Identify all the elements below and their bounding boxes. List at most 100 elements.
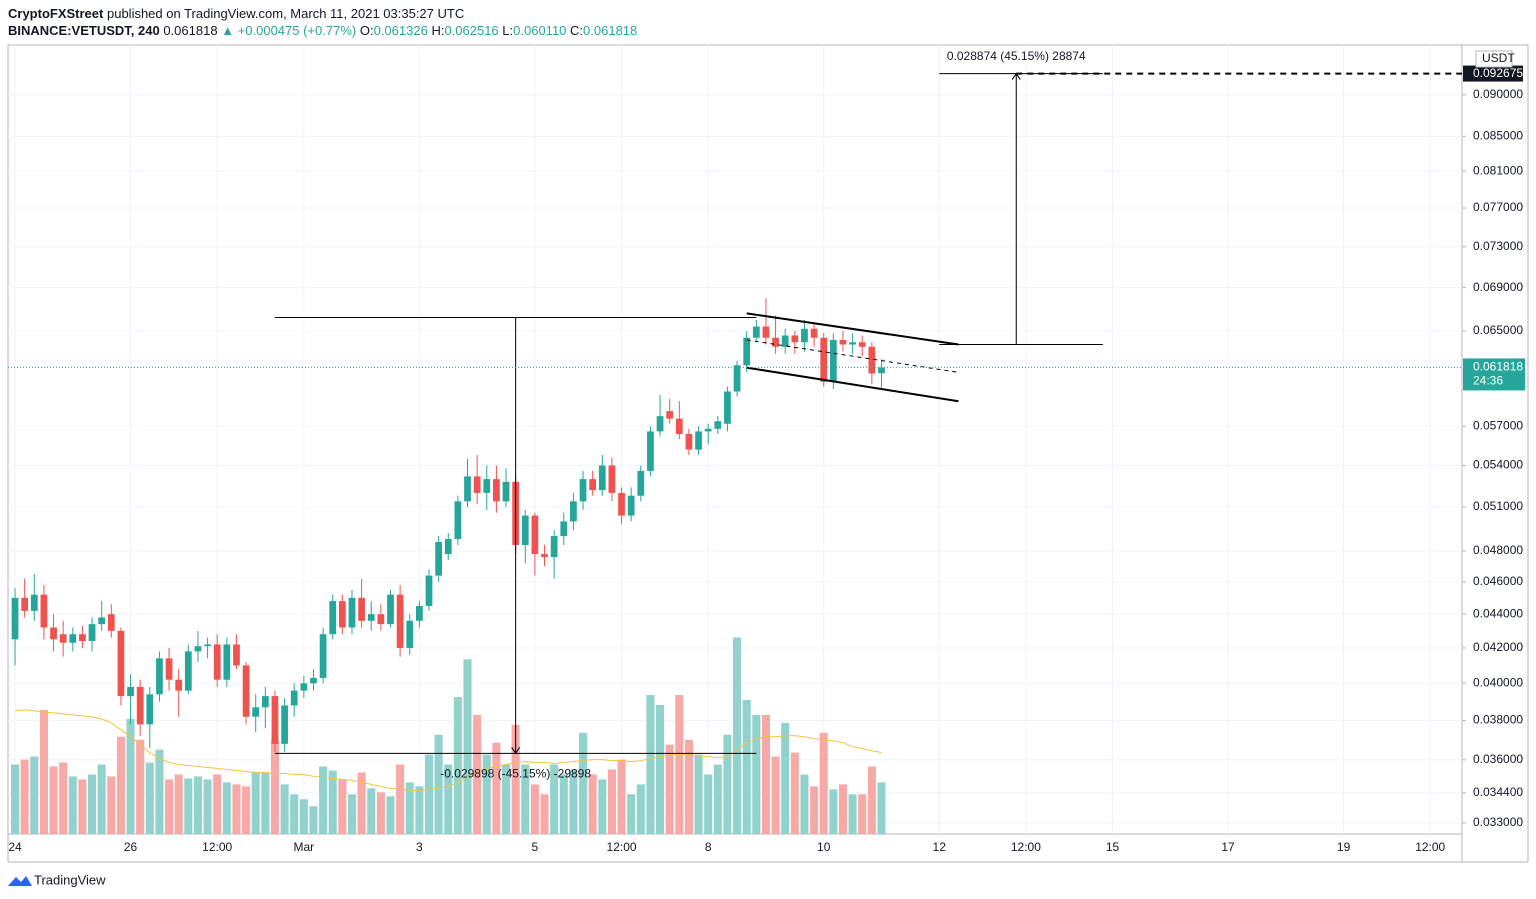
candle-body — [570, 501, 577, 522]
volume-bar — [107, 776, 116, 834]
candle-body — [724, 391, 731, 424]
y-tick-label: 0.036000 — [1473, 752, 1523, 766]
x-tick-label: 15 — [1106, 840, 1120, 854]
volume-bar — [222, 782, 231, 834]
volume-bar — [627, 794, 636, 834]
volume-bar — [675, 695, 684, 834]
y-tick-label: 0.046000 — [1473, 574, 1523, 588]
candle-body — [377, 614, 385, 625]
volume-bar — [578, 732, 588, 834]
volume-bar — [78, 779, 87, 834]
candle-body — [531, 515, 539, 555]
candle-body — [695, 431, 702, 450]
candle-body — [541, 554, 548, 558]
volume-bar — [704, 774, 713, 834]
volume-bar — [646, 695, 655, 834]
candle-body — [406, 620, 414, 648]
candle-body — [329, 601, 337, 635]
candle-body — [242, 665, 250, 717]
volume-bar — [790, 752, 799, 834]
x-tick-label: 10 — [817, 840, 831, 854]
candle-body — [252, 707, 260, 717]
y-axis-label: USDT — [1482, 51, 1515, 65]
volume-bar — [10, 764, 20, 834]
ohlc: O:0.061326 H:0.062516 L:0.060110 C:0.061… — [360, 23, 637, 38]
volume-bar — [684, 739, 693, 834]
volume-bar — [598, 779, 607, 834]
target-label-box — [1463, 65, 1523, 82]
candle-body — [627, 495, 635, 516]
volume-bar — [800, 774, 809, 834]
y-tick-label: 0.073000 — [1473, 239, 1523, 253]
volume-bar — [636, 784, 645, 834]
candle-body — [156, 658, 163, 695]
volume-ma-line — [14, 709, 882, 791]
y-tick-label: 0.042000 — [1473, 640, 1523, 654]
volume-bar — [386, 796, 395, 834]
volume-bar — [877, 782, 886, 834]
candle-body — [493, 479, 500, 502]
volume-bar — [607, 769, 616, 834]
candle-body — [791, 335, 799, 343]
candle-body — [348, 597, 356, 628]
volume-bar — [213, 774, 222, 834]
volume-bar — [482, 754, 491, 834]
y-tick-label: 0.054000 — [1473, 458, 1523, 472]
candle-body — [743, 337, 751, 366]
publisher: CryptoFXStreet — [8, 6, 104, 21]
volume-bar — [819, 732, 828, 834]
last: 0.061818 — [163, 23, 218, 38]
volume-bar — [415, 786, 424, 834]
candle-body — [464, 476, 471, 502]
volume-bar — [328, 770, 337, 834]
candle-body — [435, 541, 442, 576]
candle-body — [338, 601, 346, 628]
volume-bar — [434, 734, 443, 834]
volume-bar — [165, 779, 174, 834]
measure-label: -0.029898 (-45.15%) -29898 — [440, 766, 591, 780]
volume-bar — [559, 774, 568, 834]
countdown: 24:36 — [1473, 374, 1503, 388]
candle-body — [300, 683, 308, 691]
volume-bar — [761, 714, 770, 834]
candle-body — [416, 605, 423, 621]
candle-body — [79, 634, 86, 642]
y-tick-label: 0.077000 — [1473, 200, 1523, 214]
y-tick-label: 0.044000 — [1473, 606, 1523, 620]
candle-body — [473, 476, 481, 493]
candle-body — [319, 634, 327, 678]
volume-bar — [126, 718, 135, 834]
volume-bar — [453, 697, 462, 834]
candle-body — [550, 536, 558, 558]
volume-bar — [30, 756, 39, 834]
volume-bar — [155, 749, 164, 834]
volume-bar — [665, 744, 674, 834]
candle-body — [387, 594, 394, 625]
measure-label: 0.028874 (45.15%) 28874 — [947, 49, 1086, 63]
volume-bar — [357, 772, 366, 834]
volume-bar — [550, 764, 559, 834]
volume-bar — [617, 759, 626, 834]
volume-bar — [501, 764, 511, 834]
candle-body — [502, 481, 510, 502]
volume-bar — [39, 709, 48, 834]
candle-body — [714, 421, 722, 429]
candle-body — [752, 326, 760, 338]
candle-body — [598, 465, 606, 491]
x-tick-label: 12 — [933, 840, 947, 854]
volume-bar — [309, 806, 318, 834]
volume-bar — [511, 724, 520, 834]
volume-bar — [405, 782, 414, 834]
volume-bar — [97, 764, 106, 834]
volume-bar — [116, 736, 125, 834]
candle-body — [40, 594, 48, 628]
candle-body — [560, 521, 568, 537]
volume-bar — [742, 700, 751, 834]
footer-brand: TradingView — [34, 872, 106, 887]
volume-bar — [733, 637, 742, 834]
ohlc-key: C: — [570, 23, 584, 38]
volume-bar — [193, 776, 202, 834]
ohlc-key: L: — [502, 23, 514, 38]
